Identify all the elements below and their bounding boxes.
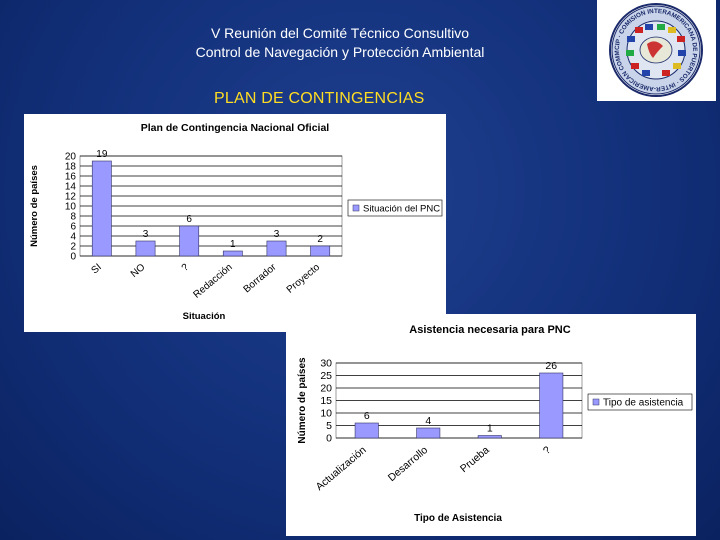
x-tick-label: Prueba [458, 444, 492, 475]
y-tick-label: 16 [65, 172, 77, 183]
chart-1-svg: Plan de Contingencia Nacional Oficial024… [29, 122, 443, 322]
y-tick-label: 18 [65, 162, 77, 173]
slide-title-line-1: V Reunión del Comité Técnico Consultivo [210, 25, 470, 41]
y-axis-label: Número de países [297, 357, 308, 444]
bar [222, 250, 243, 257]
y-tick-label: 20 [320, 383, 332, 395]
bar [539, 372, 564, 439]
bar [477, 435, 502, 439]
data-label: 2 [317, 234, 323, 245]
chart-title: Plan de Contingencia Nacional Oficial [141, 122, 330, 134]
organization-logo: CIP · COMISION INTERAMERICANA DE PUERTOS… [595, 0, 716, 101]
chart-asistencia: Asistencia necesaria para PNC 0 5 10 15 20 25 3… [286, 314, 696, 536]
y-tick-label: 5 [326, 420, 332, 432]
chart-plan-contingencia: Plan de Contingencia Nacional Oficial 0 2 4… [24, 114, 446, 332]
x-tick-label: Actualización [314, 444, 369, 493]
legend-swatch [592, 398, 600, 406]
y-tick-label: 8 [70, 212, 76, 223]
data-label: 3 [143, 229, 149, 240]
data-label: 1 [230, 239, 236, 250]
x-tick-label: Borrador [242, 261, 279, 295]
legend-box [587, 393, 693, 411]
data-label: 19 [96, 149, 108, 160]
y-tick-label: 4 [70, 232, 76, 243]
flags-ring [626, 24, 686, 76]
y-tick-label: 10 [320, 408, 332, 420]
chart-2-svg: Asistencia necesaria para PNC 05101520253… [297, 324, 693, 524]
bar [354, 422, 379, 439]
slide-title: V Reunión del Comité Técnico Consultivo … [140, 24, 540, 62]
x-tick-label: Proyecto [285, 262, 323, 296]
y-tick-label: 15 [320, 395, 332, 407]
x-tick-label: Redacción [191, 262, 234, 301]
bar [266, 240, 287, 257]
bar [416, 427, 441, 439]
data-label: 1 [487, 423, 493, 435]
x-tick-label: SI [89, 262, 103, 277]
y-tick-label: 14 [65, 182, 77, 193]
x-tick-label: ? [180, 262, 192, 274]
y-tick-label: 0 [70, 252, 76, 263]
x-tick-label: NO [129, 262, 148, 280]
y-tick-label: 10 [65, 202, 77, 213]
cip-seal-icon: CIP · COMISION INTERAMERICANA DE PUERTOS… [595, 0, 703, 97]
section-title: PLAN DE CONTINGENCIAS [214, 90, 425, 107]
data-label: 6 [186, 214, 192, 225]
legend-label: Tipo de asistencia [603, 398, 684, 409]
bar [310, 245, 331, 257]
legend-label: Situación del PNC [363, 204, 440, 215]
y-tick-label: 2 [70, 242, 76, 253]
map-icon [647, 41, 663, 58]
x-tick-label: ? [541, 444, 553, 457]
y-tick-label: 6 [70, 222, 76, 233]
data-label: 3 [274, 229, 280, 240]
y-tick-label: 0 [326, 433, 332, 445]
data-label: 6 [364, 410, 370, 422]
bar [91, 160, 112, 257]
bar [135, 240, 156, 257]
y-axis-label: Número de países [29, 165, 40, 247]
x-axis-label: Tipo de Asistencia [414, 513, 502, 524]
chart-title: Asistencia necesaria para PNC [409, 324, 570, 336]
y-tick-label: 20 [65, 152, 77, 163]
x-tick-label: Desarrollo [386, 444, 430, 484]
x-axis-label: Situación [183, 311, 226, 322]
legend-swatch [352, 204, 360, 212]
y-tick-label: 12 [65, 192, 77, 203]
y-tick-label: 30 [320, 358, 332, 370]
y-tick-label: 25 [320, 370, 332, 382]
data-label: 26 [545, 360, 557, 372]
bar [179, 225, 200, 257]
slide-title-line-2: Control de Navegación y Protección Ambie… [195, 44, 485, 60]
data-label: 4 [425, 415, 431, 427]
legend-box [347, 199, 443, 217]
